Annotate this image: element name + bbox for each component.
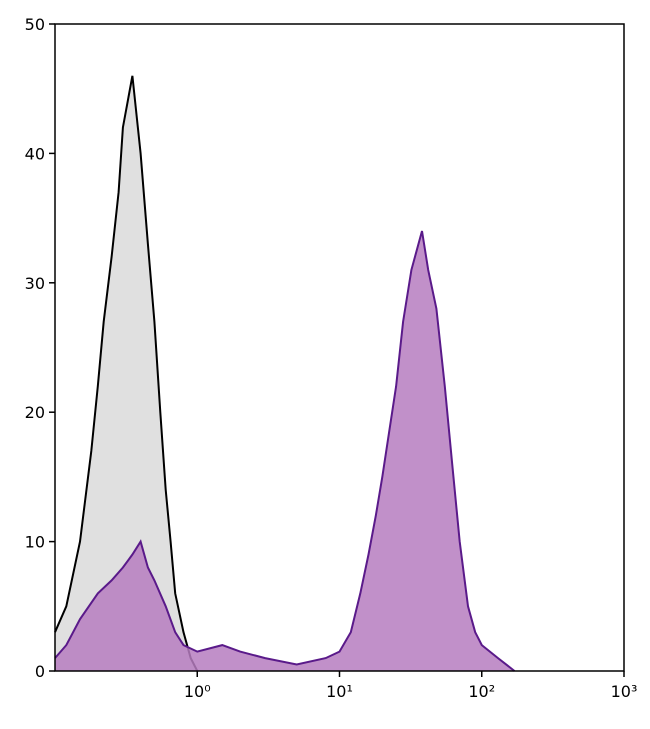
y-tick-label: 50	[25, 15, 45, 34]
y-tick-label: 40	[25, 144, 45, 163]
x-tick-label: 10²	[468, 682, 495, 701]
area-fill	[55, 231, 515, 671]
x-tick-label: 10⁰	[184, 682, 211, 701]
histogram-line	[54, 75, 199, 672]
y-tick-label: 30	[25, 274, 45, 293]
y-tick-label: 10	[25, 533, 45, 552]
x-tick-label: 10¹	[326, 682, 353, 701]
histogram-line	[54, 230, 516, 672]
y-tick-label: 0	[35, 662, 45, 681]
area-fill	[55, 75, 198, 672]
x-tick-label: 10³	[611, 682, 638, 701]
y-tick-label: 20	[25, 403, 45, 422]
